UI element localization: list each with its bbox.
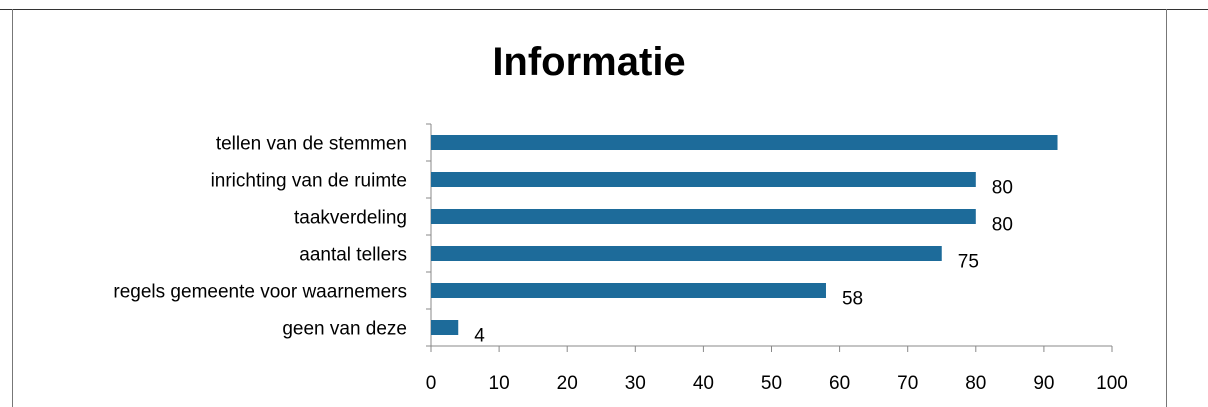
x-tick-label: 30 — [625, 373, 646, 394]
x-tick-label: 50 — [761, 373, 782, 394]
x-tick-label: 60 — [829, 373, 850, 394]
x-tick-label: 70 — [897, 373, 918, 394]
x-tick-label: 80 — [965, 373, 986, 394]
x-tick-label: 10 — [489, 373, 510, 394]
x-tick-label: 40 — [693, 373, 714, 394]
data-label: 4 — [474, 326, 485, 347]
data-label: 75 — [958, 252, 979, 273]
category-label: tellen van de stemmen — [216, 134, 407, 155]
category-label: aantal tellers — [299, 245, 407, 266]
bar — [431, 283, 826, 298]
x-tick-label: 90 — [1033, 373, 1054, 394]
bar — [431, 172, 976, 187]
chart-frame-right — [1166, 9, 1167, 407]
category-label: regels gemeente voor waarnemers — [113, 282, 407, 303]
bar — [431, 135, 1058, 150]
x-tick-label: 100 — [1096, 373, 1128, 394]
data-label: 58 — [842, 289, 863, 310]
x-tick-label: 0 — [426, 373, 437, 394]
chart-frame-left — [12, 9, 13, 407]
bar — [431, 246, 942, 261]
top-border-line — [0, 9, 1208, 10]
chart-title: Informatie — [492, 40, 686, 84]
data-label: 80 — [992, 215, 1013, 236]
bar — [431, 320, 459, 335]
category-label: geen van deze — [282, 319, 407, 340]
x-tick-label: 20 — [557, 373, 578, 394]
bar — [431, 209, 976, 224]
category-label: inrichting van de ruimte — [211, 171, 407, 192]
data-label: 80 — [992, 178, 1013, 199]
category-label: taakverdeling — [294, 208, 407, 229]
